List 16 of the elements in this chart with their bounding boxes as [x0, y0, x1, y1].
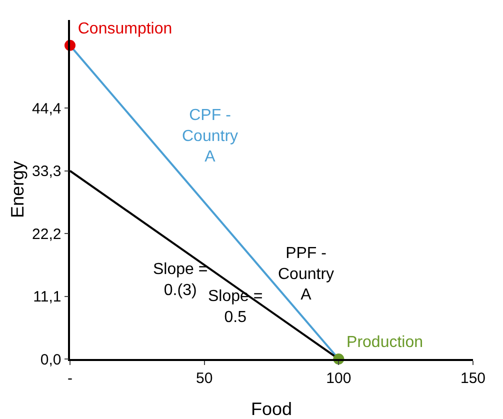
series-label: PPF - Country A	[278, 245, 334, 304]
x-tick-label: -	[68, 370, 72, 387]
x-tick-label: 50	[196, 370, 213, 387]
series-label: Consumption	[78, 20, 172, 38]
series-label: CPF - Country A	[182, 107, 238, 166]
y-axis-title: Energy	[8, 160, 28, 218]
y-tick-label: 0,0	[40, 351, 62, 368]
x-axis-title: Food	[250, 399, 292, 419]
y-tick-label: 44,4	[32, 100, 62, 118]
x-tick-label: 100	[326, 370, 352, 387]
y-tick-label: 33,3	[32, 163, 62, 180]
series-label: Production	[346, 334, 424, 352]
x-tick-label: 150	[460, 370, 486, 387]
y-tick-label: 11,1	[33, 288, 62, 306]
annotation: Slope = 0.5	[208, 288, 263, 326]
y-tick-label: 22,2	[32, 226, 62, 243]
